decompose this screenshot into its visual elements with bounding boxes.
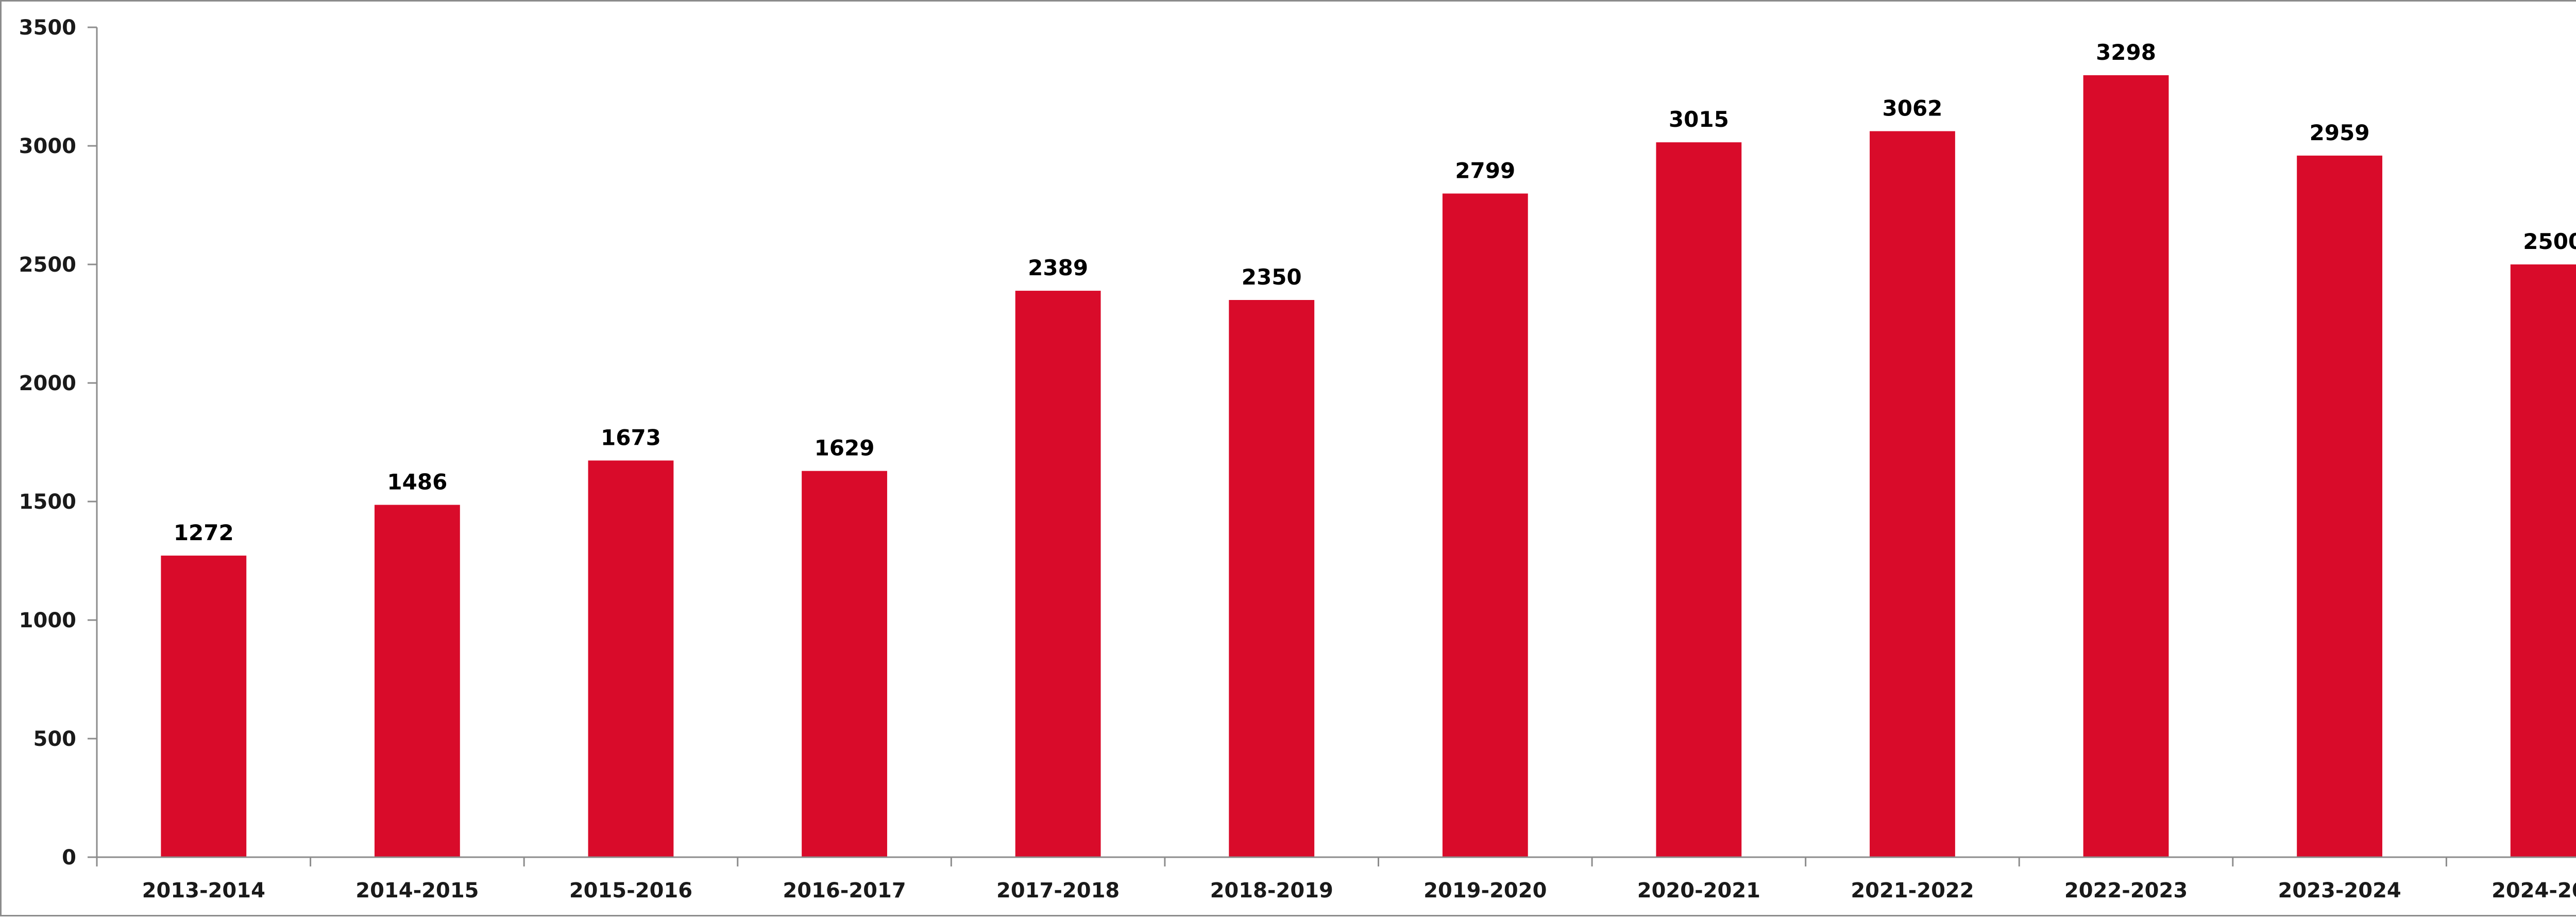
- bar: [2510, 264, 2576, 857]
- bar: [588, 460, 674, 857]
- y-axis: 0 500 1000 1500 2000 2500 3000 3500: [19, 16, 97, 870]
- x-tick-label: 2019-2020: [1423, 879, 1547, 903]
- y-tick-label: 0: [62, 846, 76, 870]
- x-tick-label: 2022-2023: [2064, 879, 2188, 903]
- data-label: 3015: [1669, 107, 1729, 132]
- data-label: 2799: [1455, 158, 1515, 183]
- bar: [1870, 131, 1955, 858]
- bar: [1656, 142, 1742, 858]
- data-label: 3298: [2096, 40, 2156, 65]
- data-labels: 1272 1486 1673 1629 2389 2350 2799 3015 3062 3298…: [174, 40, 2576, 545]
- y-tick-label: 3500: [19, 16, 76, 40]
- y-tick-label: 500: [33, 727, 77, 751]
- bar: [1229, 300, 1315, 857]
- data-label: 2350: [1242, 264, 1302, 290]
- x-tick-label: 2016-2017: [783, 879, 906, 903]
- data-label: 1673: [601, 425, 661, 450]
- bar: [2083, 75, 2169, 857]
- data-label: 1629: [815, 436, 875, 461]
- data-label: 1486: [387, 469, 447, 494]
- bar: [2297, 155, 2383, 857]
- bar: [802, 471, 887, 857]
- bar: [161, 555, 247, 857]
- x-axis: 2013-2014 2014-2015 2015-2016 2016-2017 2017…: [96, 857, 2576, 903]
- bar: [1015, 291, 1101, 857]
- y-tick-label: 2500: [19, 253, 76, 277]
- bar: [374, 505, 460, 857]
- data-label: 2389: [1028, 255, 1088, 280]
- y-tick-label: 3000: [19, 135, 76, 158]
- x-tick-label: 2018-2019: [1210, 879, 1333, 903]
- x-tick-label: 2013-2014: [142, 879, 265, 903]
- data-label: 2959: [2310, 120, 2370, 145]
- x-tick-label: 2014-2015: [355, 879, 479, 903]
- y-tick-label: 2000: [19, 372, 76, 395]
- x-tick-label: 2020-2021: [1637, 879, 1760, 903]
- data-label: 1272: [174, 520, 234, 545]
- y-tick-label: 1000: [19, 609, 76, 632]
- x-tick-label: 2017-2018: [996, 879, 1120, 903]
- bar-series: [161, 75, 2576, 858]
- x-tick-label: 2023-2024: [2278, 879, 2401, 903]
- x-tick-label: 2024-2025: [2492, 879, 2576, 903]
- data-label: 2500: [2523, 229, 2576, 254]
- x-tick-label: 2015-2016: [569, 879, 692, 903]
- y-tick-label: 1500: [19, 490, 76, 514]
- bar: [1442, 193, 1528, 858]
- x-tick-label: 2021-2022: [1851, 879, 1974, 903]
- data-label: 3062: [1883, 95, 1943, 121]
